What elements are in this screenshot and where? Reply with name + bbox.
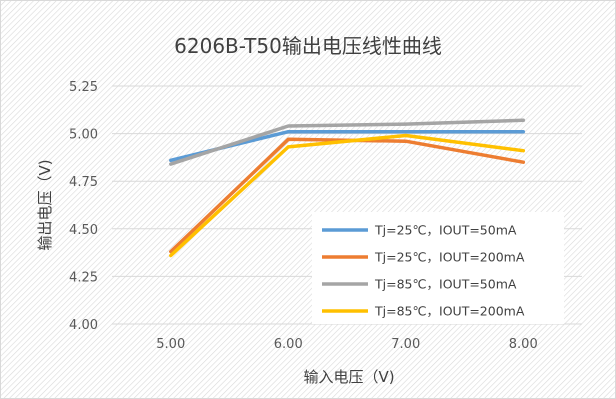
y-tick-label: 5.25 [69,80,98,95]
legend: Tj=25℃，IOUT=50mA Tj=25℃，IOUT=200mA Tj=85℃，… [312,212,564,324]
series-line [169,133,526,258]
y-tick-label: 5.00 [69,128,98,143]
x-tick-label: 7.00 [391,337,420,352]
legend-label: Tj=25℃，IOUT=200mA [374,250,525,265]
x-axis-title: 输入电压（V) [303,368,394,386]
series-line [169,118,526,166]
y-tick-label: 4.75 [69,175,98,190]
y-axis-ticks: 4.00 4.25 4.50 4.75 5.00 5.25 [69,80,98,333]
y-axis-title: 输出电压（V) [36,159,54,250]
y-tick-label: 4.50 [69,223,98,238]
legend-label: Tj=85℃，IOUT=50mA [374,277,517,292]
x-tick-label: 8.00 [509,337,538,352]
x-tick-label: 6.00 [274,337,303,352]
x-tick-label: 5.00 [156,337,185,352]
chart-title: 6206B-T50输出电压线性曲线 [174,34,442,58]
y-tick-label: 4.00 [69,318,98,333]
y-tick-label: 4.25 [69,270,98,285]
legend-label: Tj=25℃，IOUT=50mA [374,223,517,238]
legend-label: Tj=85℃，IOUT=200mA [374,304,525,319]
series-lines [169,118,526,258]
x-axis-ticks: 5.00 6.00 7.00 8.00 [156,337,537,352]
